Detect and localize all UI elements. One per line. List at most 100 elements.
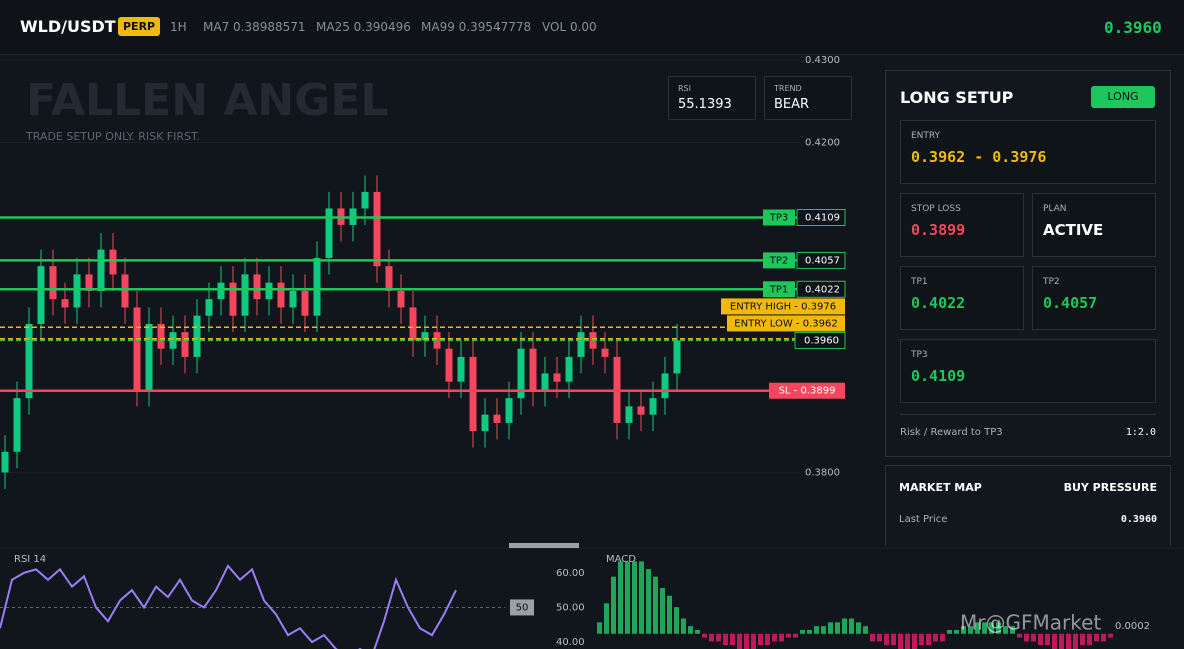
level-tag-box xyxy=(763,252,795,269)
histogram-bar xyxy=(863,626,868,634)
rsi-chart: RSI 14 60.00 50.00 40.00 50 xyxy=(0,554,585,649)
histogram-bar xyxy=(737,633,742,649)
histogram-bar xyxy=(618,561,623,634)
candle-body xyxy=(625,406,633,423)
level-tag: SL - 0.3899 xyxy=(779,386,836,397)
y-tick-label: 0.0002 xyxy=(1115,621,1150,632)
stat-label: RSI xyxy=(678,84,691,93)
card-label: STOP LOSS xyxy=(911,204,961,214)
histogram-bar xyxy=(821,626,826,634)
histogram-bar xyxy=(1108,633,1113,638)
rr-label: Risk / Reward to TP3 xyxy=(900,427,1003,438)
y-tick-label: 40.00 xyxy=(556,637,585,648)
card-value: 0.4057 xyxy=(1043,294,1098,312)
histogram-bar xyxy=(716,633,721,642)
candle-body xyxy=(541,373,549,390)
plan-card: PLAN ACTIVE xyxy=(1032,193,1156,257)
stat-label: TREND xyxy=(774,84,802,93)
card-value: 0.4109 xyxy=(911,367,966,385)
candle-body xyxy=(673,340,681,374)
histogram-bar xyxy=(996,622,1001,634)
level-tag-box xyxy=(763,209,795,226)
ma25: MA25 0.390496 xyxy=(316,20,411,34)
symbol: WLD/USDT xyxy=(20,17,116,36)
histogram-bar xyxy=(891,633,896,646)
rsi-line xyxy=(0,564,457,649)
interval[interactable]: 1H xyxy=(170,20,187,34)
histogram-bar xyxy=(884,633,889,646)
credit: Mr@GFMarket xyxy=(960,611,1101,635)
header: WLD/USDT PERP 1H MA7 0.38988571 MA25 0.3… xyxy=(0,0,1184,55)
candle-body xyxy=(493,414,501,423)
histogram-bar xyxy=(877,633,882,642)
candle-body xyxy=(529,348,537,390)
candle-body xyxy=(73,274,81,308)
card-value: 0.4022 xyxy=(911,294,966,312)
candle-body xyxy=(661,373,669,399)
candle-body xyxy=(145,323,153,390)
level-label: 0.4022 xyxy=(805,284,840,295)
histogram-bar xyxy=(1031,633,1036,642)
level-tag: ENTRY HIGH - 0.3976 xyxy=(730,301,836,312)
card-value: 0.3962 - 0.3976 xyxy=(911,148,1047,166)
candle-body xyxy=(37,266,45,324)
candle-body xyxy=(157,323,165,349)
y-tick-label: 0.4200 xyxy=(805,137,840,148)
candle-body xyxy=(97,249,105,291)
histogram-bar xyxy=(674,607,679,634)
ma99: MA99 0.39547778 xyxy=(421,20,532,34)
rsi-stat: RSI 55.1393 xyxy=(668,76,756,120)
candle-body xyxy=(361,191,369,209)
tp3-card: TP3 0.4109 xyxy=(900,339,1156,403)
histogram-bar xyxy=(954,629,959,634)
histogram-bar xyxy=(807,629,812,634)
candle-body xyxy=(85,274,93,291)
histogram-bar xyxy=(1059,633,1064,649)
macd-chart: MACD 0.0002 xyxy=(597,554,1150,649)
tp2-card: TP2 0.4057 xyxy=(1032,266,1156,330)
bar-clip xyxy=(597,561,1113,649)
candle-body xyxy=(193,315,201,357)
histogram-bar xyxy=(695,629,700,634)
histogram-bar xyxy=(982,622,987,634)
histogram-bar xyxy=(730,633,735,646)
candle-body xyxy=(469,356,477,432)
badge: PERP xyxy=(118,17,161,36)
level-label: 0.4057 xyxy=(805,255,840,266)
histogram-bar xyxy=(1017,633,1022,638)
histogram-bar xyxy=(961,626,966,634)
reference-box xyxy=(510,599,534,616)
ma7: MA7 0.38988571 xyxy=(203,20,306,34)
candle-body xyxy=(505,398,513,423)
histogram-bar xyxy=(968,626,973,634)
histogram-bar xyxy=(772,633,777,642)
candle-body xyxy=(61,299,69,308)
level-tag: TP1 xyxy=(769,284,789,295)
card-value: 0.3899 xyxy=(911,221,966,239)
level-tag: TP3 xyxy=(769,213,789,224)
panel-title: RSI 14 xyxy=(14,554,46,565)
level-tag-box xyxy=(763,281,795,298)
histogram-bar xyxy=(856,622,861,634)
card-label: TP2 xyxy=(1043,277,1060,287)
level-label-box xyxy=(796,209,846,227)
y-tick-label: 50.00 xyxy=(556,602,585,613)
histogram-bar xyxy=(975,622,980,634)
histogram-bar xyxy=(786,633,791,638)
candle-body xyxy=(421,332,429,341)
level-label: 0.3960 xyxy=(804,335,839,346)
panel-title: MACD xyxy=(606,554,636,565)
candle-body xyxy=(577,332,585,357)
candle-body xyxy=(409,307,417,341)
candle-body xyxy=(217,282,225,300)
candle-body xyxy=(1,451,9,473)
histogram-bar xyxy=(1038,633,1043,646)
candle-body xyxy=(601,348,609,357)
candle-body xyxy=(565,356,573,382)
candle-body xyxy=(457,356,465,382)
histogram-bar xyxy=(849,618,854,634)
candle-body xyxy=(325,208,333,258)
level-tag: ENTRY LOW - 0.3962 xyxy=(734,318,837,329)
line-clip xyxy=(0,564,457,649)
